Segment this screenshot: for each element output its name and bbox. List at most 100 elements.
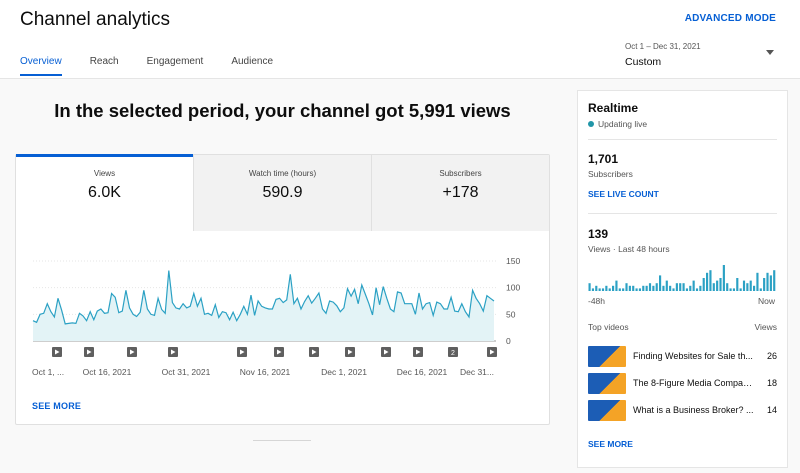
top-video-row[interactable]: The 8-Figure Media Compan... 18 [588,372,777,394]
video-views: 26 [766,351,777,361]
video-thumbnail [588,345,626,367]
hourly-bar [622,288,625,291]
hourly-bar [612,285,615,291]
hourly-bar [732,288,736,291]
axis-start-label: -48h [588,296,606,306]
tab-overview[interactable]: Overview [20,56,62,76]
x-tick-label: Oct 31, 2021 [162,367,211,377]
hourly-bar [675,283,678,291]
hourly-bar [709,270,712,291]
subscriber-label: Subscribers [588,169,633,179]
metric-tab-views[interactable]: Views 6.0K [16,154,193,231]
hourly-bar [665,280,668,291]
hourly-bar [662,285,665,291]
advanced-mode-link[interactable]: ADVANCED MODE [684,13,776,24]
video-marker[interactable] [487,347,497,357]
hourly-bar [766,272,769,291]
hourly-bar [669,285,672,291]
y-tick-label: 100 [506,283,520,293]
hourly-bar [689,285,692,291]
page-title: Channel analytics [20,9,170,30]
video-title: What is a Business Broker? ... [633,405,754,415]
realtime-title: Realtime [588,101,639,115]
metric-value: +178 [442,184,479,201]
video-marker[interactable] [309,347,319,357]
hourly-bar [632,285,635,291]
hourly-bar [695,288,699,291]
see-more-button[interactable]: SEE MORE [32,401,82,411]
top-video-row[interactable]: Finding Websites for Sale th... 26 [588,345,777,367]
date-range-dates: Oct 1 – Dec 31, 2021 [625,42,701,51]
views-chart[interactable]: 0 50 100 150 2 Oct 1, ... Oct 16, 2021 Oct 31, … [16,235,549,465]
hourly-bar [726,283,729,291]
hourly-bar [699,285,702,291]
hourly-bar [769,275,772,291]
realtime-bar-chart[interactable] [588,261,778,291]
video-views: 14 [766,405,777,415]
hourly-bar [645,285,648,291]
metric-tab-subscribers[interactable]: Subscribers +178 [371,155,549,231]
tab-audience[interactable]: Audience [231,56,274,67]
divider [588,213,777,214]
x-tick-label: Nov 16, 2021 [240,367,291,377]
views-48h-count: 139 [588,227,609,241]
hourly-bar [595,285,598,291]
axis-end-label: Now [757,296,775,306]
video-marker[interactable] [237,347,247,357]
realtime-card: Realtime Updating live 1,701 Subscribers… [577,90,788,468]
y-tick-label: 50 [506,309,516,319]
top-videos-label: Top videos [588,322,629,332]
hourly-bar [756,272,759,291]
hourly-bar [749,280,752,291]
hourly-bar [763,278,766,291]
hourly-bar [739,288,742,291]
see-more-videos-button[interactable]: SEE MORE [588,439,633,449]
video-marker[interactable] [52,347,62,357]
top-video-row[interactable]: What is a Business Broker? ... 14 [588,399,777,421]
hourly-bar [685,288,689,291]
chevron-down-icon[interactable] [766,50,774,55]
x-tick-label: Oct 1, ... [32,367,64,377]
video-marker[interactable] [168,347,178,357]
hourly-bar [608,288,611,291]
hourly-bar [722,265,725,291]
tab-reach[interactable]: Reach [89,56,119,67]
metric-tabs: Views 6.0K Watch time (hours) 590.9 Subs… [16,154,549,231]
hourly-bar [719,278,722,291]
video-marker[interactable] [274,347,284,357]
summary-headline: In the selected period, your channel got… [54,100,511,121]
metric-label: Watch time (hours) [248,169,317,178]
live-status: Updating live [588,119,647,129]
views-area-fill [33,270,494,341]
video-marker[interactable] [84,347,94,357]
page-header: Channel analytics ADVANCED MODE Overview… [0,0,800,79]
hourly-bar [652,285,655,291]
divider [588,139,777,140]
hourly-bar [615,280,618,291]
video-marker[interactable] [381,347,391,357]
live-status-text: Updating live [598,119,648,129]
hourly-bar [659,275,662,291]
views-column-label: Views [754,322,777,332]
video-thumbnail [588,399,626,421]
hourly-bar [605,285,608,291]
tab-engagement[interactable]: Engagement [146,56,204,67]
hourly-bar [648,283,652,291]
see-live-count-button[interactable]: SEE LIVE COUNT [588,189,659,199]
hourly-bar [679,283,682,291]
video-marker[interactable] [127,347,137,357]
date-range-selector[interactable]: Oct 1 – Dec 31, 2021 Custom [625,42,701,68]
date-range-value: Custom [625,56,662,68]
hourly-bar [635,288,638,291]
video-marker[interactable] [413,347,423,357]
video-marker[interactable] [345,347,355,357]
y-tick-label: 0 [506,336,511,346]
metric-tab-watch-time[interactable]: Watch time (hours) 590.9 [193,155,371,231]
video-title: Finding Websites for Sale th... [633,351,753,361]
video-marker[interactable]: 2 [448,347,458,357]
hourly-bar [773,270,776,291]
metric-value: 6.0K [88,184,121,201]
x-tick-label: Dec 1, 2021 [321,367,367,377]
scroll-indicator [253,440,311,441]
hourly-bar [729,288,732,291]
